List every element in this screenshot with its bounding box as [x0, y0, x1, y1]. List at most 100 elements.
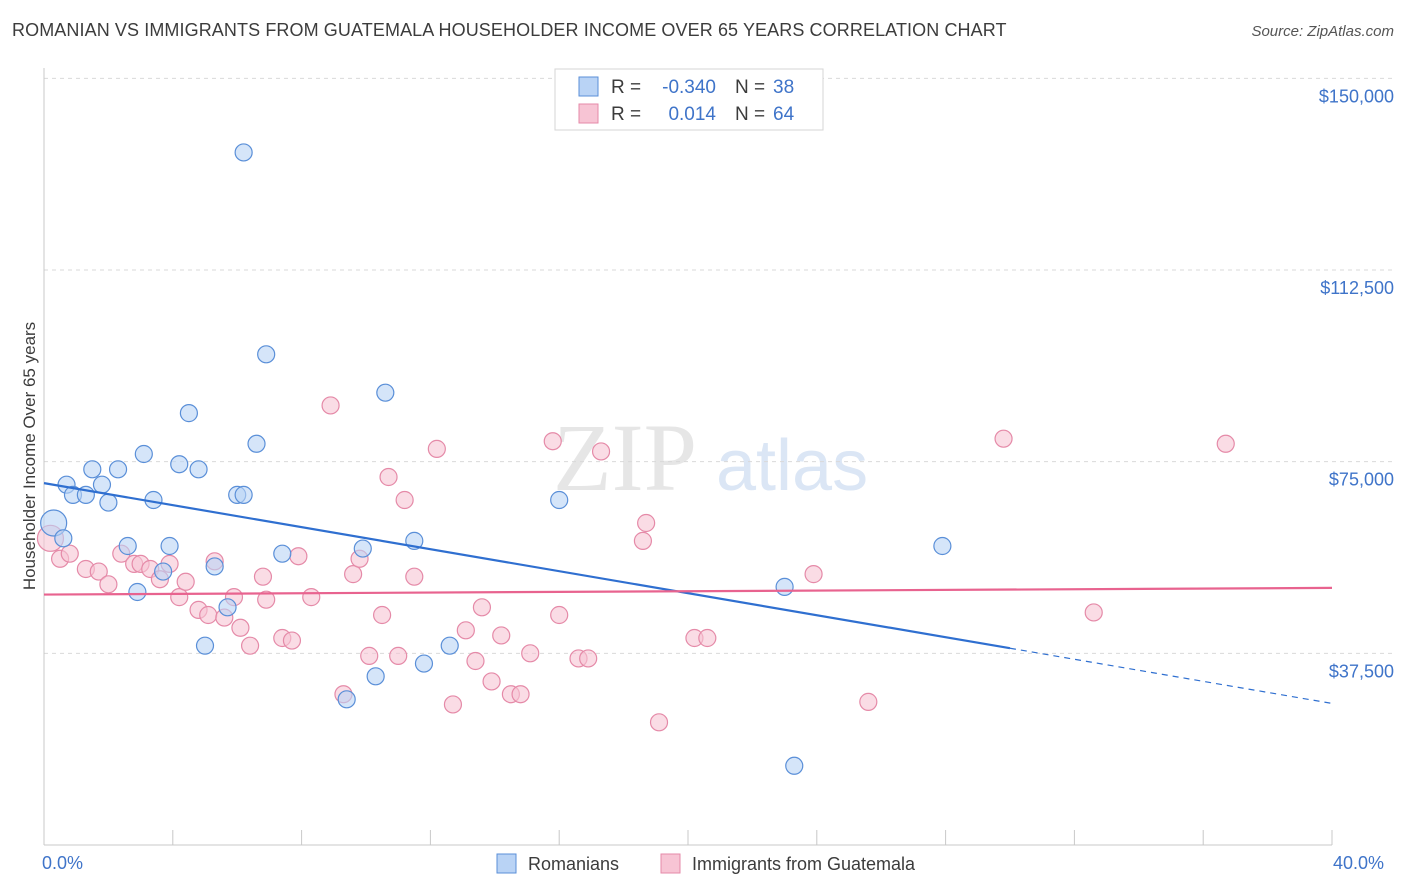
romanian-point	[414, 654, 434, 673]
x-tick-marks	[43, 830, 1333, 845]
guatemala-point	[427, 439, 446, 458]
series-legend-label-guatemala: Immigrants from Guatemala	[692, 854, 916, 874]
guatemala-point	[89, 562, 108, 581]
guatemala-point	[344, 565, 363, 584]
guatemala-point	[289, 547, 308, 566]
romanian-point	[775, 577, 794, 596]
series-legend-label-romanians: Romanians	[528, 854, 619, 874]
legend-swatch-guatemala	[578, 103, 599, 124]
series-legend-swatch-guatemala	[660, 853, 681, 874]
guatemala-point	[633, 531, 653, 550]
legend-r-value-2: 0.014	[668, 104, 716, 125]
gridlines	[44, 77, 1394, 654]
guatemala-point	[1084, 603, 1103, 622]
guatemala-point	[321, 396, 340, 415]
series-legend-swatch-romanians	[496, 853, 517, 874]
guatemala-point	[492, 626, 511, 645]
guatemala-point	[253, 567, 273, 586]
romanian-point	[205, 557, 224, 576]
guatemala-point	[257, 590, 276, 609]
legend-r-value-1: -0.340	[662, 77, 716, 98]
guatemala-point	[379, 467, 398, 487]
y-tick-label: $75,000	[1329, 470, 1394, 490]
romanian-point	[234, 143, 253, 162]
guatemala-point	[994, 429, 1013, 448]
guatemala-point	[199, 605, 218, 625]
romanian-point	[273, 544, 292, 563]
legend-n-value-1: 38	[773, 77, 794, 98]
guatemala-point	[456, 621, 475, 640]
guatemala-point	[240, 636, 260, 655]
guatemala-point	[60, 544, 79, 563]
guatemala-point	[472, 598, 492, 617]
watermark-atlas: atlas	[716, 426, 868, 506]
romanian-point	[234, 485, 253, 504]
romanian-point	[366, 667, 385, 686]
guatemala-point	[543, 432, 562, 451]
guatemala-point	[637, 513, 656, 533]
romanian-point	[195, 636, 215, 655]
guatemala-point	[170, 588, 189, 607]
guatemala-point	[176, 572, 195, 591]
legend-r-label-2: R =	[611, 104, 641, 125]
romanian-point	[353, 539, 372, 558]
legend-n-label-1: N =	[735, 77, 765, 98]
guatemala-point	[231, 618, 250, 637]
guatemala-point	[482, 672, 501, 691]
legend-swatch-romanians	[578, 76, 599, 97]
romanian-point	[154, 562, 173, 581]
romanian-point	[550, 490, 569, 510]
romanian-point	[54, 529, 73, 548]
legend-r-label-1: R =	[611, 77, 641, 98]
guatemala-point	[649, 713, 669, 732]
romanian-point	[440, 636, 459, 655]
romanian-trend-line	[43, 482, 1011, 650]
guatemala-trend-line	[43, 586, 1333, 596]
guatemala-point	[443, 695, 463, 714]
romanian-point	[40, 509, 68, 537]
legend-box	[554, 68, 824, 131]
romanian-point	[83, 460, 102, 479]
trend-lines	[43, 482, 1333, 705]
romanian-point	[118, 536, 137, 556]
y-tick-label: $150,000	[1319, 86, 1394, 106]
guatemala-point	[1216, 434, 1235, 453]
chart-title: ROMANIAN VS IMMIGRANTS FROM GUATEMALA HO…	[12, 20, 1007, 40]
guatemala-point	[591, 442, 611, 461]
guatemala-point	[698, 628, 717, 648]
guatemala-point	[405, 567, 424, 586]
source-credit: Source: ZipAtlas.com	[1251, 23, 1394, 40]
guatemala-point	[859, 692, 878, 711]
romanian-point	[189, 460, 208, 479]
guatemala-point	[373, 605, 392, 625]
romanian-point	[218, 598, 237, 617]
guatemala-point	[511, 685, 530, 704]
romanian-point	[170, 455, 189, 474]
romanian-point	[337, 690, 356, 709]
romanian-point	[134, 444, 153, 464]
guatemala-point	[804, 565, 823, 584]
romanian-point	[160, 536, 179, 556]
guatemala-point	[579, 649, 598, 668]
romanian-points	[40, 143, 952, 775]
guatemala-point	[360, 646, 379, 665]
guatemala-point	[521, 644, 540, 663]
y-tick-labels: $37,500 $75,000 $112,500 $150,000	[1319, 86, 1394, 681]
romanian-point	[257, 345, 276, 364]
legend-n-label-2: N =	[735, 104, 765, 125]
x-tick-label-max: 40.0%	[1333, 853, 1384, 873]
legend-n-value-2: 64	[773, 104, 795, 125]
romanian-trend-extension	[1009, 647, 1333, 705]
y-axis-label: Householder Income Over 65 years	[20, 322, 39, 590]
romanian-point	[933, 536, 952, 556]
guatemala-point	[389, 646, 408, 665]
romanian-point	[376, 383, 395, 402]
romanian-point	[179, 404, 198, 423]
romanian-point	[92, 475, 112, 494]
guatemala-point	[282, 631, 302, 650]
watermark-zip: ZIP	[553, 404, 697, 511]
romanian-point	[108, 460, 128, 479]
guatemala-point	[466, 651, 485, 671]
romanian-point	[785, 756, 804, 775]
